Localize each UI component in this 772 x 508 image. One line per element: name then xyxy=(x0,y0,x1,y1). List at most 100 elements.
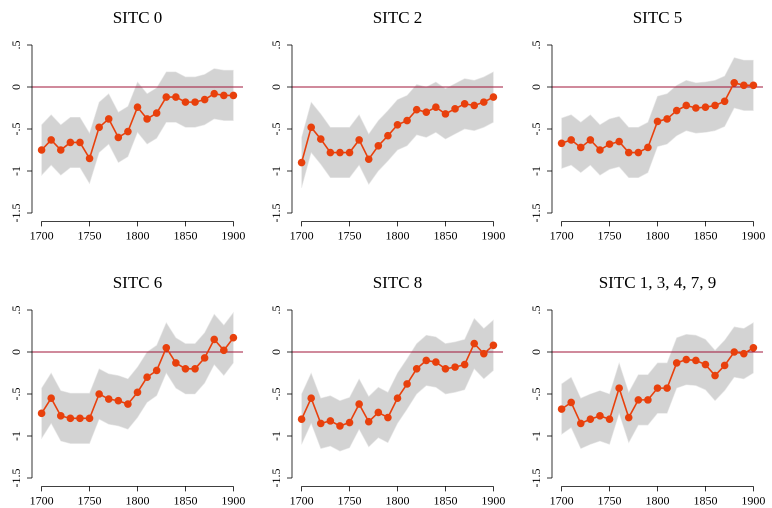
point xyxy=(682,101,691,110)
x-tick-label: 1900 xyxy=(221,228,245,242)
panel-title: SITC 8 xyxy=(373,273,423,292)
point xyxy=(307,394,315,403)
y-tick-label: -.5 xyxy=(269,123,283,136)
x-tick-label: 1900 xyxy=(741,493,765,507)
point xyxy=(162,93,171,101)
y-tick-label: -.5 xyxy=(9,388,23,401)
point xyxy=(374,142,383,150)
point xyxy=(191,98,199,106)
panel-title: SITC 0 xyxy=(113,8,163,27)
point xyxy=(701,103,710,111)
point xyxy=(47,136,55,144)
point xyxy=(326,417,335,425)
y-tick-label: -1 xyxy=(9,431,23,441)
point xyxy=(316,135,325,143)
point xyxy=(124,400,132,408)
x-tick-label: 1900 xyxy=(741,228,765,242)
panel: -1.5 -1 -.5 0 .5 1700 1750 1800 1850 1900 SITC 0 xyxy=(9,8,245,242)
point xyxy=(634,396,643,404)
y-tick-label: -1 xyxy=(9,166,23,176)
point xyxy=(143,373,151,382)
point xyxy=(152,109,161,117)
y-tick-label: .5 xyxy=(9,306,23,315)
point xyxy=(749,81,758,90)
y-tick-label: 0 xyxy=(529,349,543,355)
point xyxy=(422,356,431,365)
point xyxy=(229,333,238,342)
y-tick-label: .5 xyxy=(269,306,283,315)
x-tick-label: 1850 xyxy=(173,228,197,242)
panel: -1.5 -1 -.5 0 .5 1700 1750 1800 1850 1900 SITC 2 xyxy=(269,8,505,242)
panel-title: SITC 2 xyxy=(373,8,423,27)
point xyxy=(374,408,383,417)
x-tick-label: 1750 xyxy=(598,228,622,242)
point xyxy=(200,95,209,104)
point xyxy=(355,400,363,408)
point xyxy=(336,422,344,430)
y-tick-label: -1 xyxy=(529,166,543,176)
point xyxy=(730,348,739,356)
point xyxy=(653,384,662,392)
x-tick-label: 1850 xyxy=(433,228,457,242)
x-tick-label: 1800 xyxy=(646,228,670,242)
point xyxy=(104,395,113,403)
point xyxy=(711,101,719,110)
point xyxy=(701,360,710,369)
point xyxy=(307,123,315,132)
point xyxy=(653,117,662,126)
point xyxy=(345,148,354,157)
confidence-band xyxy=(41,68,234,185)
point xyxy=(384,413,392,422)
x-tick-label: 1800 xyxy=(126,228,150,242)
point xyxy=(403,116,411,125)
point xyxy=(297,415,306,424)
point xyxy=(557,139,566,148)
point xyxy=(229,91,238,100)
point xyxy=(297,158,306,167)
y-tick-label: -1.5 xyxy=(529,469,543,488)
y-tick-label: .5 xyxy=(529,41,543,50)
point xyxy=(596,412,604,420)
point xyxy=(586,136,595,144)
point xyxy=(114,133,123,142)
point xyxy=(56,146,65,154)
y-tick-label: 0 xyxy=(9,349,23,355)
point xyxy=(66,414,75,423)
point xyxy=(364,417,373,426)
x-tick-label: 1900 xyxy=(481,493,505,507)
point xyxy=(672,106,681,115)
point xyxy=(451,363,459,371)
point xyxy=(624,148,633,157)
point xyxy=(663,384,671,392)
point xyxy=(133,388,142,397)
point xyxy=(740,349,748,358)
point xyxy=(316,419,325,428)
point xyxy=(104,115,113,123)
point xyxy=(422,108,431,116)
point xyxy=(355,136,363,144)
point xyxy=(432,358,440,366)
point xyxy=(586,415,595,424)
y-tick-label: -.5 xyxy=(269,388,283,401)
point xyxy=(181,98,190,106)
y-tick-label: .5 xyxy=(9,41,23,50)
x-tick-label: 1800 xyxy=(386,493,410,507)
point xyxy=(152,366,161,375)
point xyxy=(412,365,421,373)
confidence-band xyxy=(301,71,494,188)
confidence-band xyxy=(301,317,494,452)
point xyxy=(615,137,623,146)
x-tick-label: 1900 xyxy=(221,493,245,507)
y-tick-label: 0 xyxy=(269,84,283,90)
x-tick-label: 1850 xyxy=(693,228,717,242)
point xyxy=(181,365,190,373)
point xyxy=(200,354,209,362)
panel-title: SITC 1, 3, 4, 7, 9 xyxy=(599,273,717,292)
point xyxy=(711,371,719,380)
point xyxy=(37,146,46,154)
point xyxy=(489,93,498,101)
x-tick-label: 1750 xyxy=(338,228,362,242)
point xyxy=(740,81,748,90)
y-tick-label: -.5 xyxy=(529,388,543,401)
